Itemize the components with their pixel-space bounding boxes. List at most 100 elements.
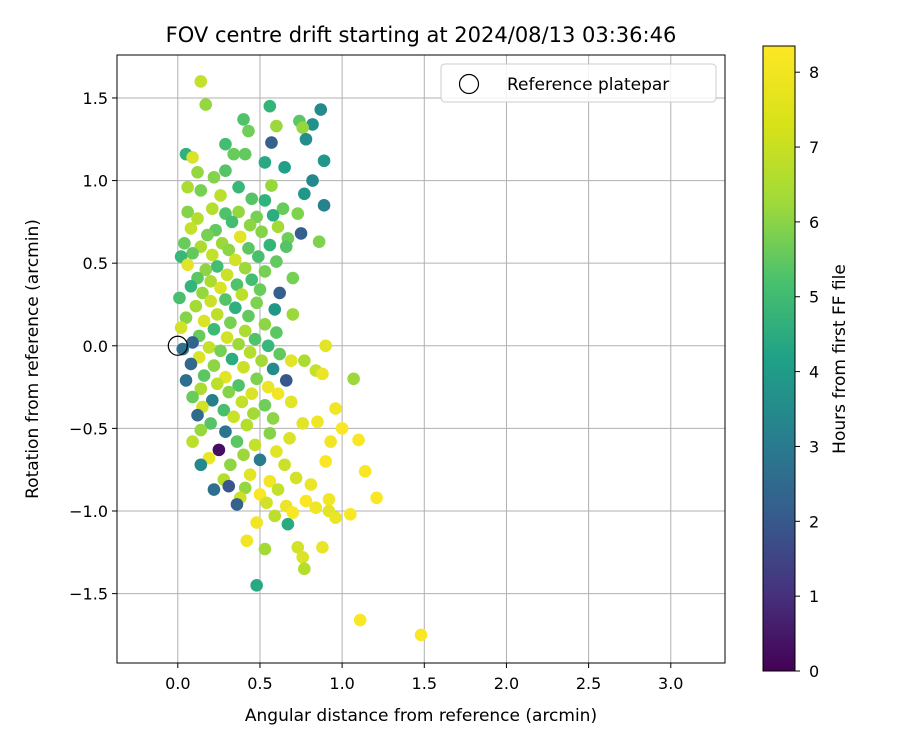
data-point	[191, 166, 204, 179]
x-axis-label: Angular distance from reference (arcmin)	[245, 706, 597, 726]
data-point	[258, 398, 272, 412]
data-point	[224, 458, 237, 472]
data-point	[253, 283, 267, 296]
data-point	[181, 205, 194, 219]
data-point	[230, 435, 244, 448]
data-point	[184, 357, 198, 371]
data-point	[207, 483, 221, 496]
data-point	[309, 501, 323, 514]
data-point	[194, 75, 208, 88]
data-point	[270, 445, 283, 458]
data-point	[238, 147, 252, 161]
data-point	[207, 359, 221, 372]
data-point	[268, 509, 282, 523]
data-point	[347, 372, 360, 386]
data-point	[312, 235, 326, 248]
x-tick-label: 0.0	[165, 674, 190, 693]
y-tick-label: 0.0	[83, 337, 108, 356]
data-point	[266, 208, 280, 222]
x-tick-label: 1.0	[329, 674, 354, 693]
data-point	[181, 258, 194, 272]
data-point	[255, 354, 268, 367]
data-point	[235, 395, 249, 409]
data-point	[252, 250, 265, 263]
data-point	[329, 402, 342, 415]
data-point	[317, 199, 331, 212]
colorbar-tick-label: 6	[809, 213, 819, 232]
data-point	[237, 448, 250, 462]
y-tick-label: 1.0	[83, 172, 108, 191]
data-point	[306, 118, 319, 131]
data-point	[206, 394, 219, 407]
colorbar-tick-label: 0	[809, 662, 819, 681]
x-tick-label: 0.5	[247, 674, 272, 693]
data-point	[233, 230, 247, 244]
data-point	[266, 362, 280, 376]
data-point	[299, 132, 313, 146]
data-point	[204, 417, 217, 430]
data-point	[220, 331, 234, 344]
data-point	[224, 316, 237, 329]
data-point	[284, 354, 298, 367]
data-point	[298, 562, 311, 576]
legend-marker-open-circle	[458, 73, 480, 95]
data-point	[352, 433, 365, 447]
data-point	[265, 179, 278, 192]
x-axis-ticks: 0.0 0.5 1.0 1.5 2.0 2.5 3.0	[165, 663, 683, 693]
data-point	[186, 390, 199, 404]
data-point	[232, 337, 245, 351]
data-point	[174, 321, 188, 334]
data-point	[353, 613, 367, 627]
data-point	[266, 412, 280, 425]
data-point	[270, 326, 283, 339]
y-tick-label: −0.5	[69, 419, 108, 438]
data-point	[232, 205, 245, 219]
data-point	[238, 261, 252, 275]
data-point	[212, 443, 226, 457]
data-point	[229, 301, 242, 315]
colorbar-tick-label: 2	[809, 512, 819, 531]
data-point	[240, 534, 254, 548]
data-point	[232, 379, 245, 392]
data-point	[179, 311, 193, 324]
data-point	[214, 281, 227, 295]
data-point	[227, 147, 240, 161]
data-point	[314, 103, 328, 116]
data-point	[194, 184, 208, 197]
data-point	[263, 474, 277, 488]
data-point	[276, 202, 290, 215]
colorbar-ticks: 0 1 2 3 4 5 6 7 8	[795, 63, 819, 681]
data-point	[258, 318, 272, 331]
data-point	[245, 387, 259, 400]
data-point	[278, 161, 291, 174]
data-point	[225, 215, 239, 229]
data-point	[197, 369, 211, 382]
x-tick-label: 3.0	[658, 674, 683, 693]
x-tick-label: 1.5	[412, 674, 437, 693]
data-point	[286, 271, 300, 285]
data-point	[281, 517, 295, 531]
data-point	[206, 248, 219, 262]
data-point	[414, 628, 428, 642]
chart-title: FOV centre drift starting at 2024/08/13 …	[166, 23, 677, 47]
data-point	[189, 299, 203, 313]
data-point	[265, 136, 278, 149]
data-point	[258, 156, 272, 169]
data-point	[206, 202, 219, 215]
data-point	[268, 303, 282, 316]
legend: Reference platepar	[440, 63, 717, 103]
y-tick-label: 0.5	[83, 254, 108, 273]
data-point	[260, 496, 273, 510]
y-tick-label: −1.5	[69, 585, 108, 604]
data-point	[219, 137, 232, 151]
data-point	[184, 222, 198, 235]
data-point	[194, 458, 208, 472]
data-point	[235, 288, 249, 301]
data-point	[291, 207, 305, 220]
data-point	[178, 237, 191, 250]
data-point	[358, 465, 372, 478]
data-point	[317, 154, 331, 168]
data-point	[186, 151, 199, 164]
data-point	[273, 286, 286, 300]
